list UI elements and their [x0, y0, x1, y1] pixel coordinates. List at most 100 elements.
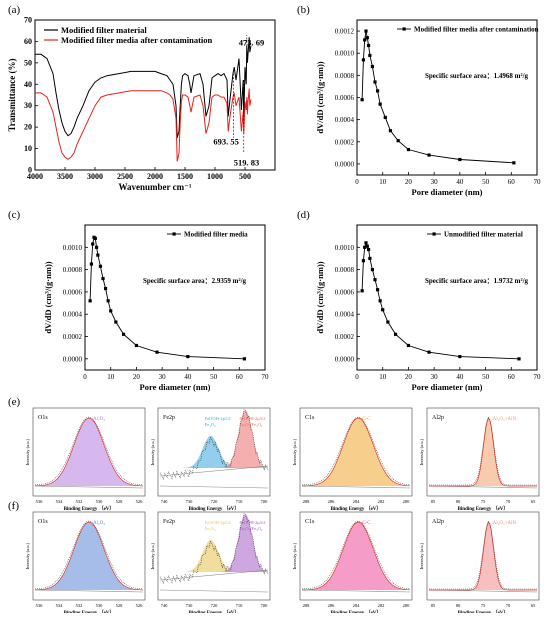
xps-peak-fill: [160, 540, 268, 572]
data-point: [134, 343, 139, 348]
data-point: [242, 357, 247, 361]
data-point: [386, 320, 390, 324]
plot-frame: [84, 224, 266, 371]
xps-peak-label: FeOOH-2p3/2: [239, 520, 265, 525]
xps-tick-label: 70: [506, 499, 511, 504]
xps-tick-label: 284: [353, 499, 361, 504]
xps-tick-label: 700: [261, 603, 269, 608]
surface-area-annotation: Specific surface area：1.9732 m²/g: [425, 277, 529, 285]
data-point: [427, 350, 431, 354]
xps-peak-fill: [160, 410, 268, 468]
data-point: [88, 299, 92, 303]
xps-y-label: Intensity (a.u.): [25, 438, 30, 465]
x-tick-label: 70: [534, 373, 542, 381]
xps-y-label: Intensity (a.u.): [25, 542, 30, 569]
data-point: [383, 115, 387, 120]
xps-tick-label: 65: [531, 603, 536, 608]
x-tick-label: 20: [133, 373, 141, 381]
data-point: [378, 102, 382, 106]
xps-y-label: Intensity (a.u.): [419, 542, 424, 569]
data-point: [365, 244, 369, 248]
xps-peak-fill: [160, 436, 268, 468]
annotation: 473. 69: [239, 38, 264, 48]
xps-tick-label: 85: [431, 499, 436, 504]
legend-marker: [432, 232, 436, 236]
x-tick-label: 3000: [87, 172, 103, 181]
xps-raw-data: [301, 520, 411, 590]
x-axis-label: Wavenumber cm⁻¹: [118, 182, 191, 192]
xps-tick-label: 534: [56, 499, 64, 504]
xps-tick-label: 720: [211, 499, 219, 504]
xps-y-label: Intensity (a.u.): [150, 542, 155, 569]
y-axis-label: dV/dD (cm³/(g·nm)): [43, 261, 53, 333]
xps-y-label: Intensity (a.u.): [419, 438, 424, 465]
x-tick-label: 10: [379, 178, 387, 186]
data-point: [96, 253, 100, 257]
xps-background-line: [159, 485, 269, 489]
legend-marker: [402, 27, 406, 31]
xps-tick-label: 286: [328, 499, 336, 504]
xps-element-label: C1s: [305, 519, 315, 525]
xps-background-line: [301, 589, 411, 593]
series-line-1: [361, 241, 520, 360]
x-tick-label: 30: [159, 373, 167, 381]
surface-area-annotation: Specific surface area：2.9359 m²/g: [143, 277, 247, 285]
y-tick-label: 0.0010: [335, 50, 355, 58]
xps-peak-label: Al₂O₃+AlN: [493, 521, 517, 526]
xps-x-label: Binding Energy （eV）: [331, 506, 382, 512]
x-tick-label: 1500: [177, 172, 193, 181]
data-point: [360, 289, 364, 293]
xps-tick-label: 65: [531, 499, 536, 504]
xps-background-line: [159, 589, 269, 593]
y-tick-label: 0.0002: [335, 138, 355, 146]
xps-tick-label: 532: [76, 499, 83, 504]
legend-label: Modified filter media: [184, 231, 248, 239]
xps-tick-label: 730: [186, 499, 194, 504]
data-point: [363, 245, 367, 249]
data-point: [363, 38, 367, 42]
x-tick-label: 40: [456, 373, 464, 381]
surface-area-annotation: Specific surface area：1.4968 m²/g: [425, 72, 529, 80]
panel-tag-a: (a): [8, 4, 21, 16]
x-tick-label: 1000: [207, 172, 223, 181]
xps-panel-c1s: C1s 288 286 284 282 280 Binding Energy （eV） Int…: [292, 407, 413, 512]
xps-peak-fill: [35, 418, 143, 486]
x-tick-label: 50: [482, 373, 490, 381]
data-point: [375, 89, 380, 93]
xps-tick-label: 282: [378, 603, 385, 608]
series-line-1: [89, 236, 245, 360]
xps-element-label: O1s: [38, 519, 48, 525]
xps-tick-label: 526: [136, 499, 144, 504]
xps-tick-label: 85: [431, 603, 436, 608]
data-point: [106, 299, 110, 303]
xps-tick-label: 530: [96, 499, 104, 504]
data-point: [373, 278, 377, 282]
xps-tick-label: 720: [211, 603, 219, 608]
xps-peak-label: Al₂O₃+AlN: [493, 417, 517, 422]
x-tick-label: 4000: [27, 172, 43, 181]
data-point: [378, 299, 382, 303]
xps-tick-label: 740: [161, 499, 169, 504]
data-point: [368, 53, 372, 58]
xps-tick-label: 528: [116, 603, 124, 608]
xps-tick-label: 534: [56, 603, 64, 608]
xps-element-label: Al2p: [432, 519, 444, 525]
panel-tag-b: (b): [297, 4, 310, 16]
x-tick-label: 40: [456, 178, 464, 186]
xps-peak-label: Fe₃O₄: [205, 422, 216, 427]
data-point: [366, 43, 371, 48]
xps-background-line: [34, 589, 144, 593]
x-axis-label: Pore diameter (nm): [140, 382, 211, 392]
xps-panel-o1s: O1s 536 534 532 530 528 526 Binding Energy （eV）…: [25, 407, 146, 512]
y-tick-label: 0.0002: [335, 333, 355, 341]
data-point: [396, 139, 400, 143]
data-point: [94, 245, 99, 249]
y-axis-label: dV/dD (cm³/(g·nm)): [315, 61, 325, 133]
xps-peak-label: Fe₂O₃/Fe₃O₄: [239, 526, 262, 531]
y-tick-label: 0.0002: [63, 333, 83, 341]
xps-y-label: Intensity (a.u.): [150, 438, 155, 465]
y-tick-label: 70: [24, 16, 32, 25]
xps-tick-label: 75: [481, 603, 486, 608]
xps-peak-fill: [35, 522, 143, 590]
xps-tick-label: 288: [303, 603, 311, 608]
